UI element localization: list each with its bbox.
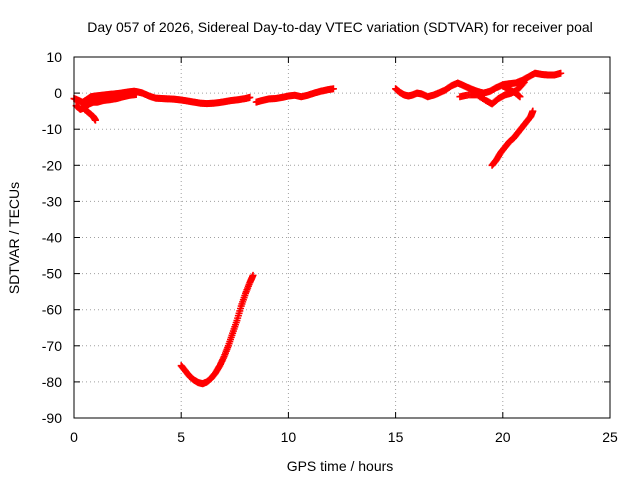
series-late-descending-branch bbox=[499, 82, 524, 101]
y-tick-label: -50 bbox=[42, 266, 62, 282]
data-point bbox=[519, 79, 527, 87]
chart-title: Day 057 of 2026, Sidereal Day-to-day VTE… bbox=[87, 19, 593, 35]
y-tick-label: -20 bbox=[42, 157, 62, 173]
data-point bbox=[516, 93, 524, 101]
series-main-trace-drop bbox=[81, 105, 99, 124]
y-tick-label: -40 bbox=[42, 230, 62, 246]
x-tick-label: 25 bbox=[602, 429, 618, 445]
x-tick-label: 15 bbox=[388, 429, 404, 445]
x-tick-label: 0 bbox=[70, 429, 78, 445]
series-deep-dip bbox=[177, 271, 257, 388]
y-tick-label: -90 bbox=[42, 410, 62, 426]
y-tick-label: -70 bbox=[42, 338, 62, 354]
series-rising-segment bbox=[488, 107, 537, 169]
series-main-trace-mid bbox=[252, 85, 337, 106]
grid bbox=[74, 57, 610, 418]
y-tick-label: -30 bbox=[42, 193, 62, 209]
data-point bbox=[520, 78, 528, 86]
data-point bbox=[329, 85, 337, 93]
data-point bbox=[91, 116, 99, 124]
data-point bbox=[249, 271, 257, 279]
x-tick-label: 10 bbox=[281, 429, 297, 445]
y-tick-label: -10 bbox=[42, 121, 62, 137]
y-tick-label: -80 bbox=[42, 374, 62, 390]
x-tick-label: 5 bbox=[177, 429, 185, 445]
data-point bbox=[557, 69, 565, 77]
x-tick-label: 20 bbox=[495, 429, 511, 445]
data-points bbox=[70, 69, 565, 388]
axis-ticks: 0 5 10 15 20 25 -90 -80 -70 -60 -50 -40 -30 -20 -10 0 10 bbox=[42, 49, 618, 445]
y-axis-label: SDTVAR / TECUs bbox=[6, 182, 22, 294]
y-tick-label: 10 bbox=[46, 49, 62, 65]
data-point bbox=[529, 107, 537, 115]
data-point bbox=[246, 93, 254, 101]
y-tick-label: 0 bbox=[54, 85, 62, 101]
plot-frame bbox=[73, 56, 611, 419]
x-axis-label: GPS time / hours bbox=[287, 458, 394, 474]
y-tick-label: -60 bbox=[42, 302, 62, 318]
data-point bbox=[132, 91, 140, 99]
series-main-trace-early bbox=[70, 87, 254, 108]
